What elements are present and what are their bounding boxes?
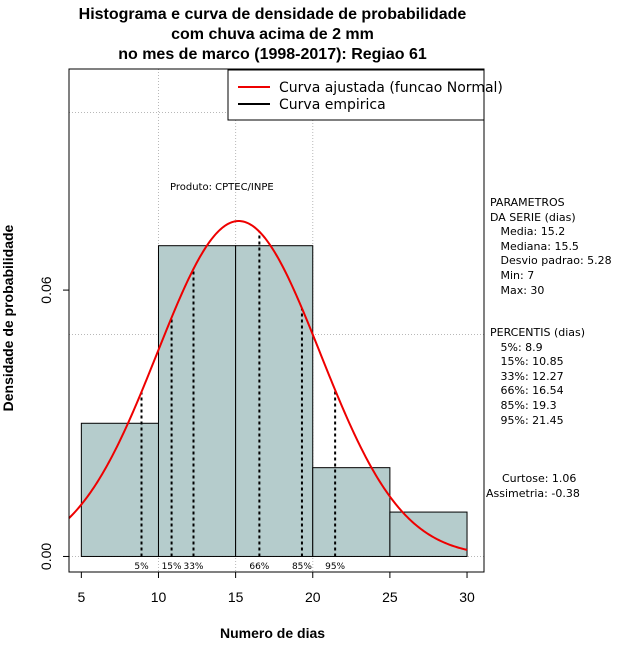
x-tick-label: 5 (77, 589, 85, 605)
percentis-line-3: 15%: 10.85 (490, 355, 564, 369)
percentile-lines: 5% 15% 33% 66% 85% 95% (134, 231, 346, 572)
chart-title-line-2: com chuva acima de 2 mm (171, 26, 374, 43)
chart-title-line-1: Histograma e curva de densidade de proba… (78, 6, 467, 23)
legend-box (227, 69, 485, 121)
percentis-line-5: 66%: 16.54 (490, 384, 564, 398)
normal-density-curve (68, 220, 468, 551)
y-axis-title: Densidade de probabilidade (0, 224, 16, 412)
axes-layer: 5 10 15 20 25 30 0.00 0.06 (38, 68, 485, 605)
parametros-line-5: Desvio padrao: 5.28 (490, 254, 612, 268)
histogram-bars (80, 245, 468, 557)
parametros-panel: PARAMETROS DA SERIE (dias) Media: 15.2 Me… (490, 196, 612, 298)
parametros-line-3: Media: 15.2 (490, 225, 566, 239)
curtose-text: Curtose: 1.06 (502, 472, 577, 485)
parametros-line-1: PARAMETROS (490, 196, 565, 209)
density-curve-layer (68, 220, 468, 551)
histogram-bar-1 (80, 422, 159, 557)
y-tick-label: 0.00 (38, 543, 54, 570)
parametros-line-7: Max: 30 (490, 283, 545, 297)
legend-label-1: Curva ajustada (funcao Normal) (279, 80, 503, 96)
x-tick-label: 15 (228, 589, 244, 605)
parametros-line-2: DA SERIE (dias) (490, 210, 576, 224)
x-axis-title: Numero de dias (220, 625, 326, 641)
plot-frame (68, 68, 485, 573)
percentile-label-85: 85% (292, 562, 312, 572)
percentis-panel: PERCENTIS (dias) 5%: 8.9 15%: 10.85 33%:… (490, 326, 585, 428)
x-tick-label: 10 (151, 589, 167, 605)
legend: Curva ajustada (funcao Normal)Curva empi… (227, 69, 503, 121)
histogram-bar-2 (157, 245, 237, 557)
percentis-line-2: 5%: 8.9 (490, 340, 543, 354)
chart-title-line-3: no mes de marco (1998-2017): Regiao 61 (118, 46, 427, 63)
x-tick-label: 30 (459, 589, 475, 605)
percentile-label-66: 66% (249, 562, 269, 572)
parametros-line-4: Mediana: 15.5 (490, 239, 579, 253)
percentis-line-6: 85%: 19.3 (490, 398, 557, 412)
legend-label-2: Curva empirica (279, 97, 386, 113)
y-tick-label: 0.06 (38, 276, 54, 303)
assimetria-text: Assimetria: -0.38 (486, 487, 580, 500)
percentis-line-7: 95%: 21.45 (490, 413, 564, 427)
percentis-line-4: 33%: 12.27 (490, 369, 564, 383)
percentis-line-1: PERCENTIS (dias) (490, 326, 586, 339)
percentile-label-95: 95% (325, 562, 345, 572)
product-annotation: Produto: CPTEC/INPE (170, 182, 274, 193)
percentile-label-5: 5% (134, 562, 149, 572)
x-tick-label: 20 (305, 589, 321, 605)
histogram-bar-3 (235, 245, 314, 557)
percentile-label-33: 33% (183, 562, 203, 572)
x-tick-label: 25 (382, 589, 398, 605)
parametros-line-6: Min: 7 (490, 268, 535, 282)
percentile-label-15: 15% (162, 562, 182, 572)
